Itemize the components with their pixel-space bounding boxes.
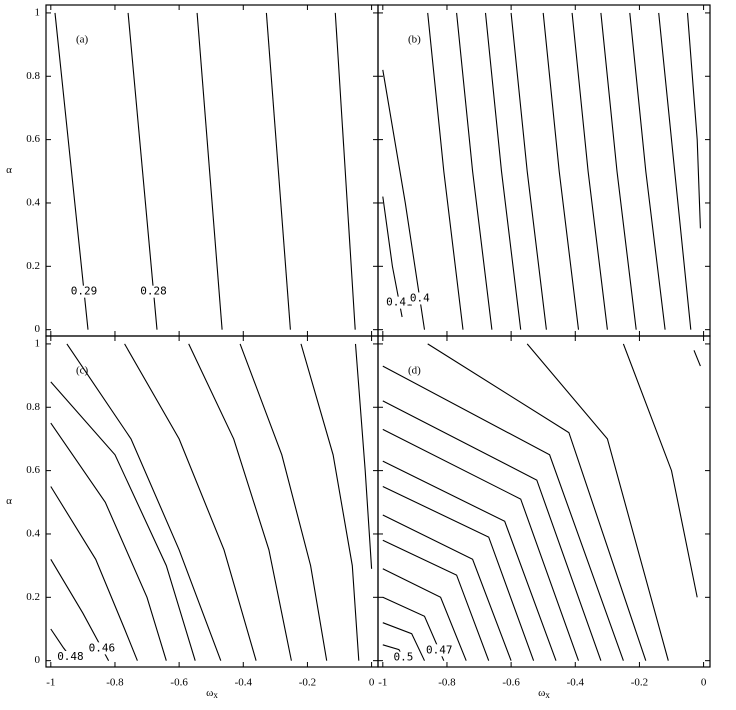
- contour-line: [50, 486, 138, 661]
- contour-label-bg: [57, 650, 84, 663]
- contour-line: [382, 69, 426, 330]
- panel-label: (c): [76, 365, 89, 377]
- y-tick-label: 0.8: [26, 401, 40, 413]
- contour-line: [334, 12, 356, 330]
- contour-label-bg: [140, 285, 167, 298]
- contour-line: [686, 12, 701, 229]
- contour-line: [456, 12, 493, 330]
- contour-label-bg: [386, 296, 413, 309]
- x-tick-label: -1: [378, 677, 387, 689]
- contour-line: [300, 343, 360, 661]
- panel: 0 0.2 0.4 0.6 0.8 1 α (a) 0.29 0.28: [6, 4, 379, 337]
- contour-line: [484, 12, 522, 330]
- panel: -1 -0.8 -0.6 -0.4 -0.2 0 ωx (d) 0.5 0.47: [377, 335, 711, 701]
- contour-line: [382, 428, 580, 661]
- contour-line: [382, 486, 535, 661]
- y-tick-label: 0.6: [26, 133, 40, 145]
- panel-frame: [45, 335, 379, 668]
- y-tick-label: 0: [35, 323, 41, 335]
- contour-line: [622, 343, 698, 598]
- panel-label: (b): [408, 34, 421, 46]
- contour-label: 0.41: [386, 296, 413, 309]
- x-tick-label: -0.8: [106, 677, 124, 689]
- x-tick-label: -0.2: [631, 677, 648, 689]
- x-tick-label: -0.8: [438, 677, 456, 689]
- x-tick-label: -0.6: [502, 677, 520, 689]
- contour-label-bg: [406, 292, 433, 305]
- contour-label: 0.5: [394, 651, 414, 664]
- contour-line: [239, 343, 328, 661]
- x-tick-label: 0: [701, 677, 707, 689]
- y-tick-label: 0.8: [26, 70, 40, 82]
- contour-line: [382, 400, 602, 661]
- contour-line: [510, 12, 547, 330]
- y-tick-label: 1: [35, 6, 41, 18]
- contour-line: [127, 12, 158, 330]
- y-axis-label: α: [6, 164, 12, 176]
- x-axis-label: ωx: [206, 687, 218, 701]
- x-axis-symbol: ω: [538, 687, 545, 699]
- x-axis-symbol: ω: [206, 687, 213, 699]
- contour-line: [265, 12, 291, 330]
- contour-line: [571, 12, 608, 330]
- contour-label-bg: [71, 285, 98, 298]
- y-tick-label: 1: [35, 337, 41, 349]
- contour-label: 0.28: [140, 285, 167, 298]
- contour-line: [382, 622, 425, 661]
- x-tick-label: -0.6: [170, 677, 188, 689]
- x-tick-label: -0.2: [299, 677, 316, 689]
- contour-line: [66, 343, 222, 661]
- contour-label: 0.29: [71, 285, 98, 298]
- contour-line: [382, 568, 467, 661]
- panel-label: (a): [76, 34, 89, 46]
- panel-frame: [377, 335, 711, 668]
- panel: (b) 0.410.4: [377, 4, 711, 337]
- x-tick-label: 0: [369, 677, 375, 689]
- x-tick-label: -1: [46, 677, 55, 689]
- panel-label: (d): [408, 365, 421, 377]
- contour-label: 0.48: [57, 650, 84, 663]
- contour-line: [600, 12, 637, 330]
- contour-line: [50, 381, 196, 661]
- x-axis-subscript: x: [545, 690, 550, 700]
- y-tick-label: 0.4: [26, 527, 40, 539]
- contour-label-bg: [88, 642, 115, 655]
- contour-line: [50, 422, 167, 661]
- contour-line: [188, 343, 292, 661]
- contour-line: [54, 12, 89, 330]
- y-tick-label: 0: [35, 654, 41, 666]
- y-tick-label: 0.2: [26, 260, 40, 272]
- contour-label: 0.4: [410, 291, 430, 304]
- contour-line: [382, 514, 512, 661]
- y-axis-label: α: [6, 495, 12, 507]
- x-axis-subscript: x: [213, 690, 218, 700]
- y-tick-label: 0.4: [26, 196, 40, 208]
- contour-line: [526, 343, 669, 661]
- y-tick-label: 0.2: [26, 591, 40, 603]
- y-tick-label: 0.6: [26, 464, 40, 476]
- contour-line: [382, 460, 557, 661]
- contour-line: [427, 343, 647, 661]
- contour-line: [629, 12, 666, 330]
- contour-label-bg: [390, 651, 417, 664]
- contour-label: 0.46: [89, 641, 116, 654]
- x-tick-label: -0.4: [567, 677, 585, 689]
- contour-line: [542, 12, 580, 330]
- contour-label: 0.47: [426, 643, 453, 656]
- panel: -1 -0.8 -0.6 -0.4 -0.2 0 0 0.2 0.4 0.6 0.8 1 α ωx (c) 0…: [6, 335, 379, 701]
- contour-line: [354, 343, 373, 569]
- contour-line: [382, 365, 624, 661]
- contour-line: [382, 539, 490, 661]
- contour-line: [658, 12, 692, 330]
- x-tick-label: -0.4: [235, 677, 253, 689]
- contour-line: [693, 350, 701, 367]
- contour-line: [427, 12, 464, 330]
- contour-label-bg: [426, 644, 453, 657]
- x-axis-label: ωx: [538, 687, 550, 701]
- contour-line: [196, 12, 223, 330]
- contour-line: [124, 343, 257, 661]
